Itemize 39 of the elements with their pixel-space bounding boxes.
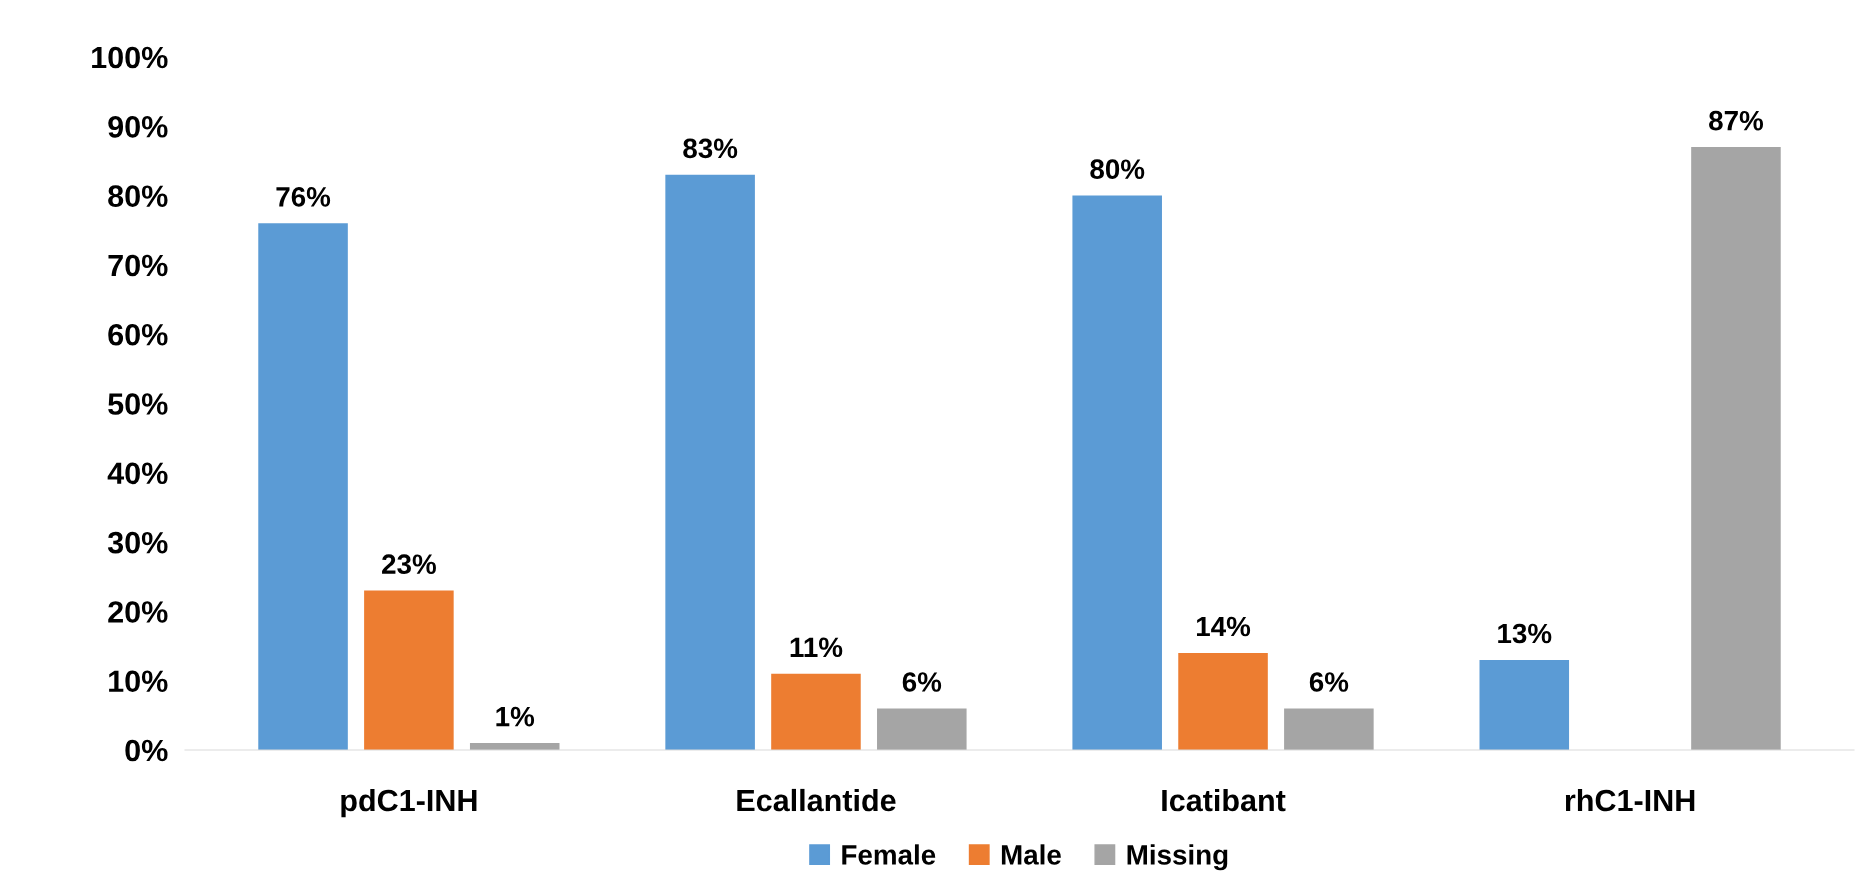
- data-label: 80%: [1090, 159, 1145, 179]
- x-tick-label: rhC1-INH: [1565, 788, 1695, 812]
- y-tick-label: 100%: [92, 46, 168, 69]
- x-tick-label: pdC1-INH: [341, 788, 477, 818]
- y-tick-label: 20%: [108, 601, 168, 623]
- y-tick-label: 30%: [107, 531, 168, 554]
- legend-label: Missing: [1127, 844, 1228, 871]
- bar: [1479, 659, 1570, 750]
- y-tick-label: 50%: [108, 393, 168, 415]
- data-label: 6%: [1309, 672, 1349, 692]
- y-tick-label: 90%: [108, 116, 168, 138]
- x-tick-label: Icatibant: [1162, 788, 1286, 812]
- bar: [877, 708, 967, 750]
- data-label: 76%: [276, 187, 331, 207]
- y-tick-label: 10%: [109, 670, 168, 693]
- bar: [258, 223, 348, 750]
- data-label: 1%: [496, 706, 535, 727]
- data-label: 6%: [902, 672, 942, 692]
- y-tick-label: 70%: [108, 254, 168, 277]
- data-label: 87%: [1709, 110, 1764, 131]
- data-label: 83%: [683, 138, 738, 159]
- bar: [665, 174, 755, 750]
- bar: [1178, 652, 1268, 750]
- legend-label: Male: [1001, 844, 1061, 865]
- data-label: 13%: [1498, 623, 1552, 644]
- x-tick-label: Ecallantide: [737, 788, 896, 812]
- bar: [1284, 708, 1374, 750]
- bar: [364, 590, 454, 750]
- legend-label: Female: [842, 844, 936, 865]
- bar: [1072, 195, 1162, 750]
- y-tick-label: 60%: [108, 323, 168, 346]
- y-tick-label: 40%: [107, 462, 168, 485]
- data-label: 23%: [382, 554, 436, 575]
- data-label: 11%: [790, 637, 843, 658]
- data-label: 14%: [1196, 616, 1251, 637]
- bar: [1691, 147, 1781, 750]
- bar: [771, 673, 861, 750]
- y-tick-label: 80%: [108, 185, 168, 207]
- y-tick-label: 0%: [125, 739, 168, 762]
